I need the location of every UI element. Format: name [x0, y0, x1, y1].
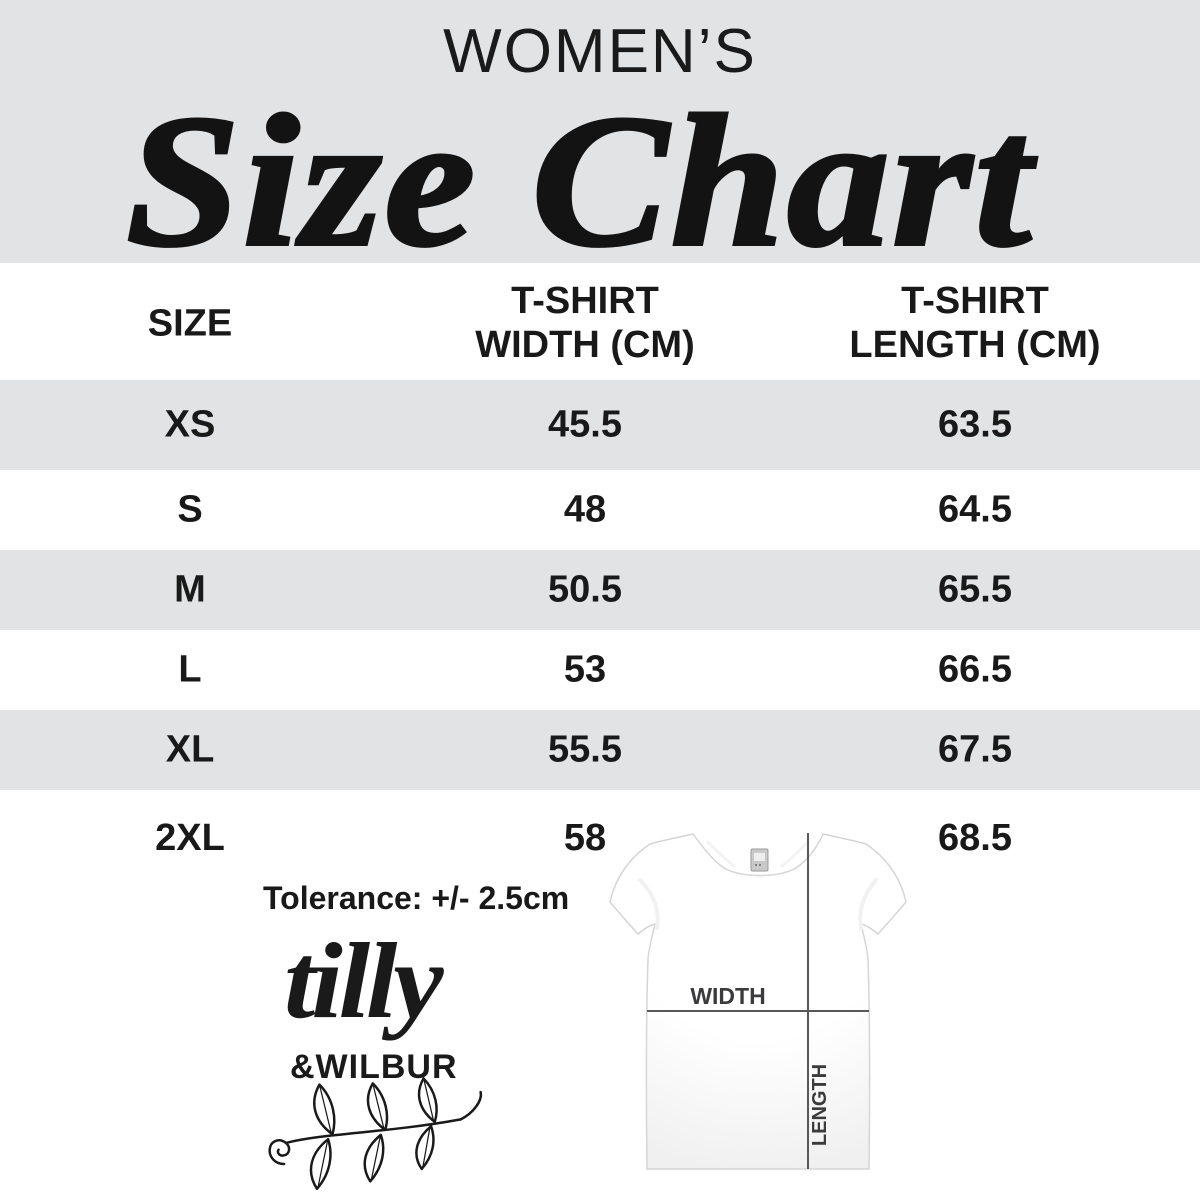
svg-text:LENGTH: LENGTH: [809, 1064, 831, 1146]
svg-text:WIDTH: WIDTH: [690, 983, 765, 1009]
